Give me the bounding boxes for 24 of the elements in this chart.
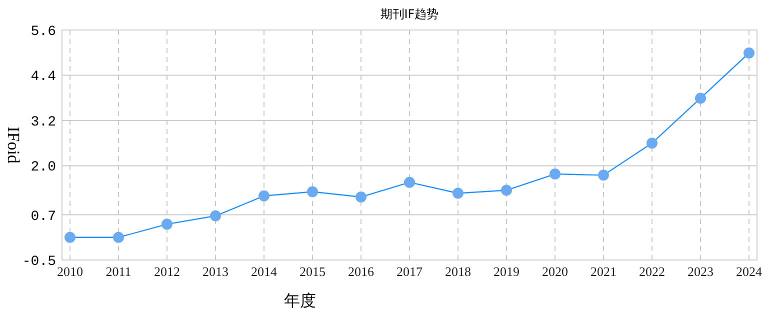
x-tick-label: 2015 [300, 264, 326, 279]
x-tick-label: 2019 [494, 264, 520, 279]
y-tick-label: -0.5 [22, 254, 56, 270]
y-tick-label: 3.2 [30, 114, 56, 130]
x-tick-label: 2022 [639, 264, 665, 279]
y-tick-label: 0.7 [30, 208, 56, 225]
y-tick-label: 2.0 [30, 160, 56, 176]
x-tick-label: 2023 [688, 264, 714, 279]
y-tick-label: 4.4 [30, 69, 56, 86]
y-tick-label: 5.6 [30, 24, 56, 40]
x-tick-label: 2013 [202, 264, 228, 279]
x-tick-label: 2011 [106, 264, 132, 279]
x-tick-label: 2016 [348, 264, 374, 279]
x-tick-label: 2018 [445, 264, 471, 279]
x-tick-label: 2012 [154, 264, 180, 279]
x-tick-label: 2014 [251, 264, 278, 279]
x-tick-label: 2010 [57, 264, 83, 279]
x-tick-label: 2024 [736, 264, 762, 279]
y-axis-title: IFoid [4, 126, 23, 164]
chart-title: 期刊IF趋势 [380, 7, 439, 21]
x-axis-title: 年度 [284, 291, 316, 310]
x-tick-label: 2020 [542, 264, 568, 279]
x-tick-label: 2017 [396, 264, 423, 279]
x-tick-label: 2021 [590, 264, 616, 279]
